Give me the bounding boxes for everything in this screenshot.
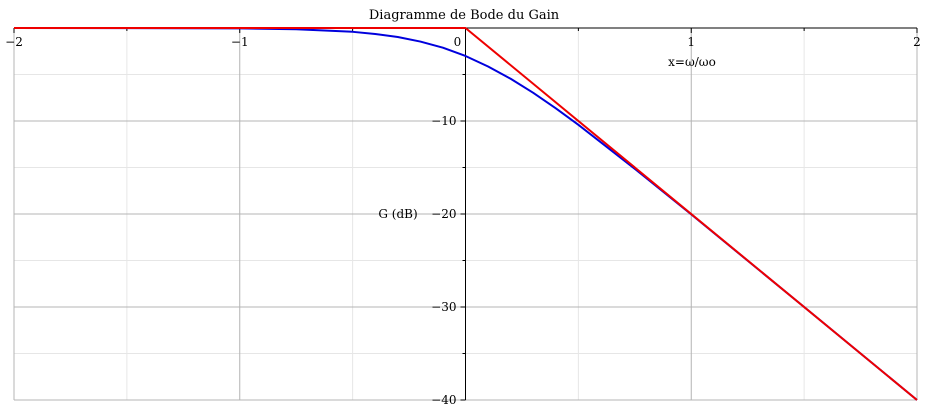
- x-tick-label: 1: [687, 35, 695, 49]
- y-tick-label: −20: [431, 207, 456, 221]
- x-tick-label: −1: [231, 35, 249, 49]
- y-tick-label: −30: [431, 300, 456, 314]
- x-tick-label: 2: [913, 35, 921, 49]
- x-tick-label: −2: [5, 35, 23, 49]
- y-axis-label: G (dB): [378, 207, 417, 221]
- y-tick-label: −10: [431, 114, 456, 128]
- x-tick-label: 0: [454, 35, 462, 49]
- y-tick-label: −40: [431, 393, 456, 407]
- chart-title: Diagramme de Bode du Gain: [369, 8, 560, 23]
- asymptote-line: [14, 27, 918, 401]
- axis-ticks: −2 −1 0 1 2−10−20−30−40: [5, 28, 921, 407]
- gain-curve-line: [13, 27, 918, 401]
- series-lines: [13, 27, 918, 401]
- x-axis-label: x=ω/ωo: [668, 55, 716, 69]
